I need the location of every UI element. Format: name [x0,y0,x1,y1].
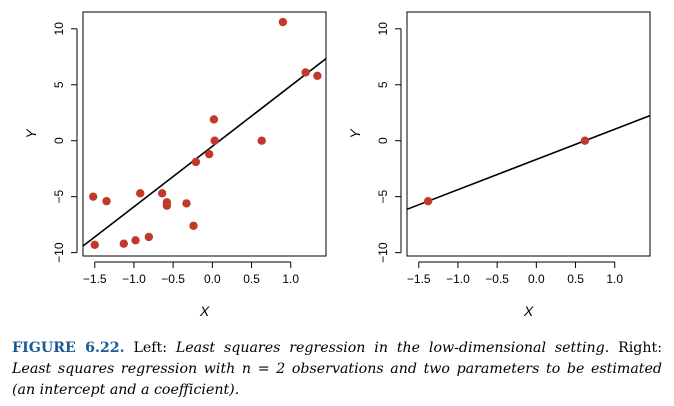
left-data-point [131,236,140,245]
left-data-point [182,199,191,208]
left-data-point [90,240,99,250]
right-y-tick-label: 0 [376,137,390,144]
right-x-tick-label: 0.5 [567,272,584,286]
left-data-point [189,221,198,230]
right-x-tick-label: −1.0 [446,272,470,286]
left-data-point [102,196,111,206]
right-x-tick-label: 0.0 [528,272,545,286]
left-data-point [144,232,154,242]
right-regression-line [407,114,650,211]
left-data-point [209,115,219,124]
right-y-tick-label: −5 [376,190,390,204]
right-y-tick-label: 10 [376,22,390,36]
caption-left-prefix: Left: [133,340,167,356]
left-data-point [301,68,310,77]
caption-right-text: Least squares regression with n = 2 obse… [12,361,662,398]
left-data-point [136,189,145,198]
left-y-tick-label: −5 [52,190,66,204]
left-y-axis-label: Y [23,128,39,139]
right-y-tick-label: 5 [376,81,390,88]
caption-left-text: Least squares regression in the low-dime… [175,340,610,356]
left-y-tick-label: 0 [52,137,66,144]
right-x-tick-label: −0.5 [485,272,509,286]
left-data-point [205,149,214,159]
caption-figure-label: FIGURE 6.22. [12,340,125,356]
right-data-point [423,196,433,206]
left-data-point [88,192,98,201]
left-regression-line [83,58,326,247]
right-x-tick-label: 1.0 [606,272,623,286]
left-x-axis-label: X [199,303,210,319]
right-x-tick-label: −1.5 [407,272,431,286]
right-panel: −1.5 −1.0 −0.5 0.0 0.5 1.0 −10 −5 0 5 10 X Y [347,11,651,319]
left-x-tick-label: −1.5 [83,272,107,286]
left-y-tick-label: −10 [52,242,66,263]
right-x-axis-label: X [523,303,534,319]
left-data-point [162,201,172,210]
left-data-point [191,157,201,167]
left-x-tick-label: 0.0 [204,272,221,286]
figure-caption: FIGURE 6.22. Left: Least squares regress… [12,338,662,401]
left-x-tick-label: 0.5 [243,272,260,286]
left-data-point [257,136,266,145]
right-data-point [580,136,590,145]
left-data-point [157,189,167,198]
left-y-tick-label: 10 [52,22,66,36]
caption-right-prefix: Right: [618,340,662,356]
left-data-point [313,71,322,80]
left-x-tick-label: −0.5 [161,272,185,286]
left-data-point [119,239,128,248]
right-y-axis-label: Y [347,128,363,139]
left-data-point [278,17,288,27]
right-y-tick-label: −10 [376,242,390,263]
right-plot-frame [406,11,651,257]
left-y-tick-label: 5 [52,81,66,88]
figure: −1.5 −1.0 −0.5 0.0 0.5 1.0 −10 −5 0 5 10 X Y −1.5 −1.0… [23,11,651,319]
left-plot-frame [82,11,327,257]
left-x-tick-label: −1.0 [122,272,146,286]
left-data-point [210,136,219,145]
left-panel: −1.5 −1.0 −0.5 0.0 0.5 1.0 −10 −5 0 5 10 X Y [23,11,327,319]
left-x-tick-label: 1.0 [282,272,299,286]
